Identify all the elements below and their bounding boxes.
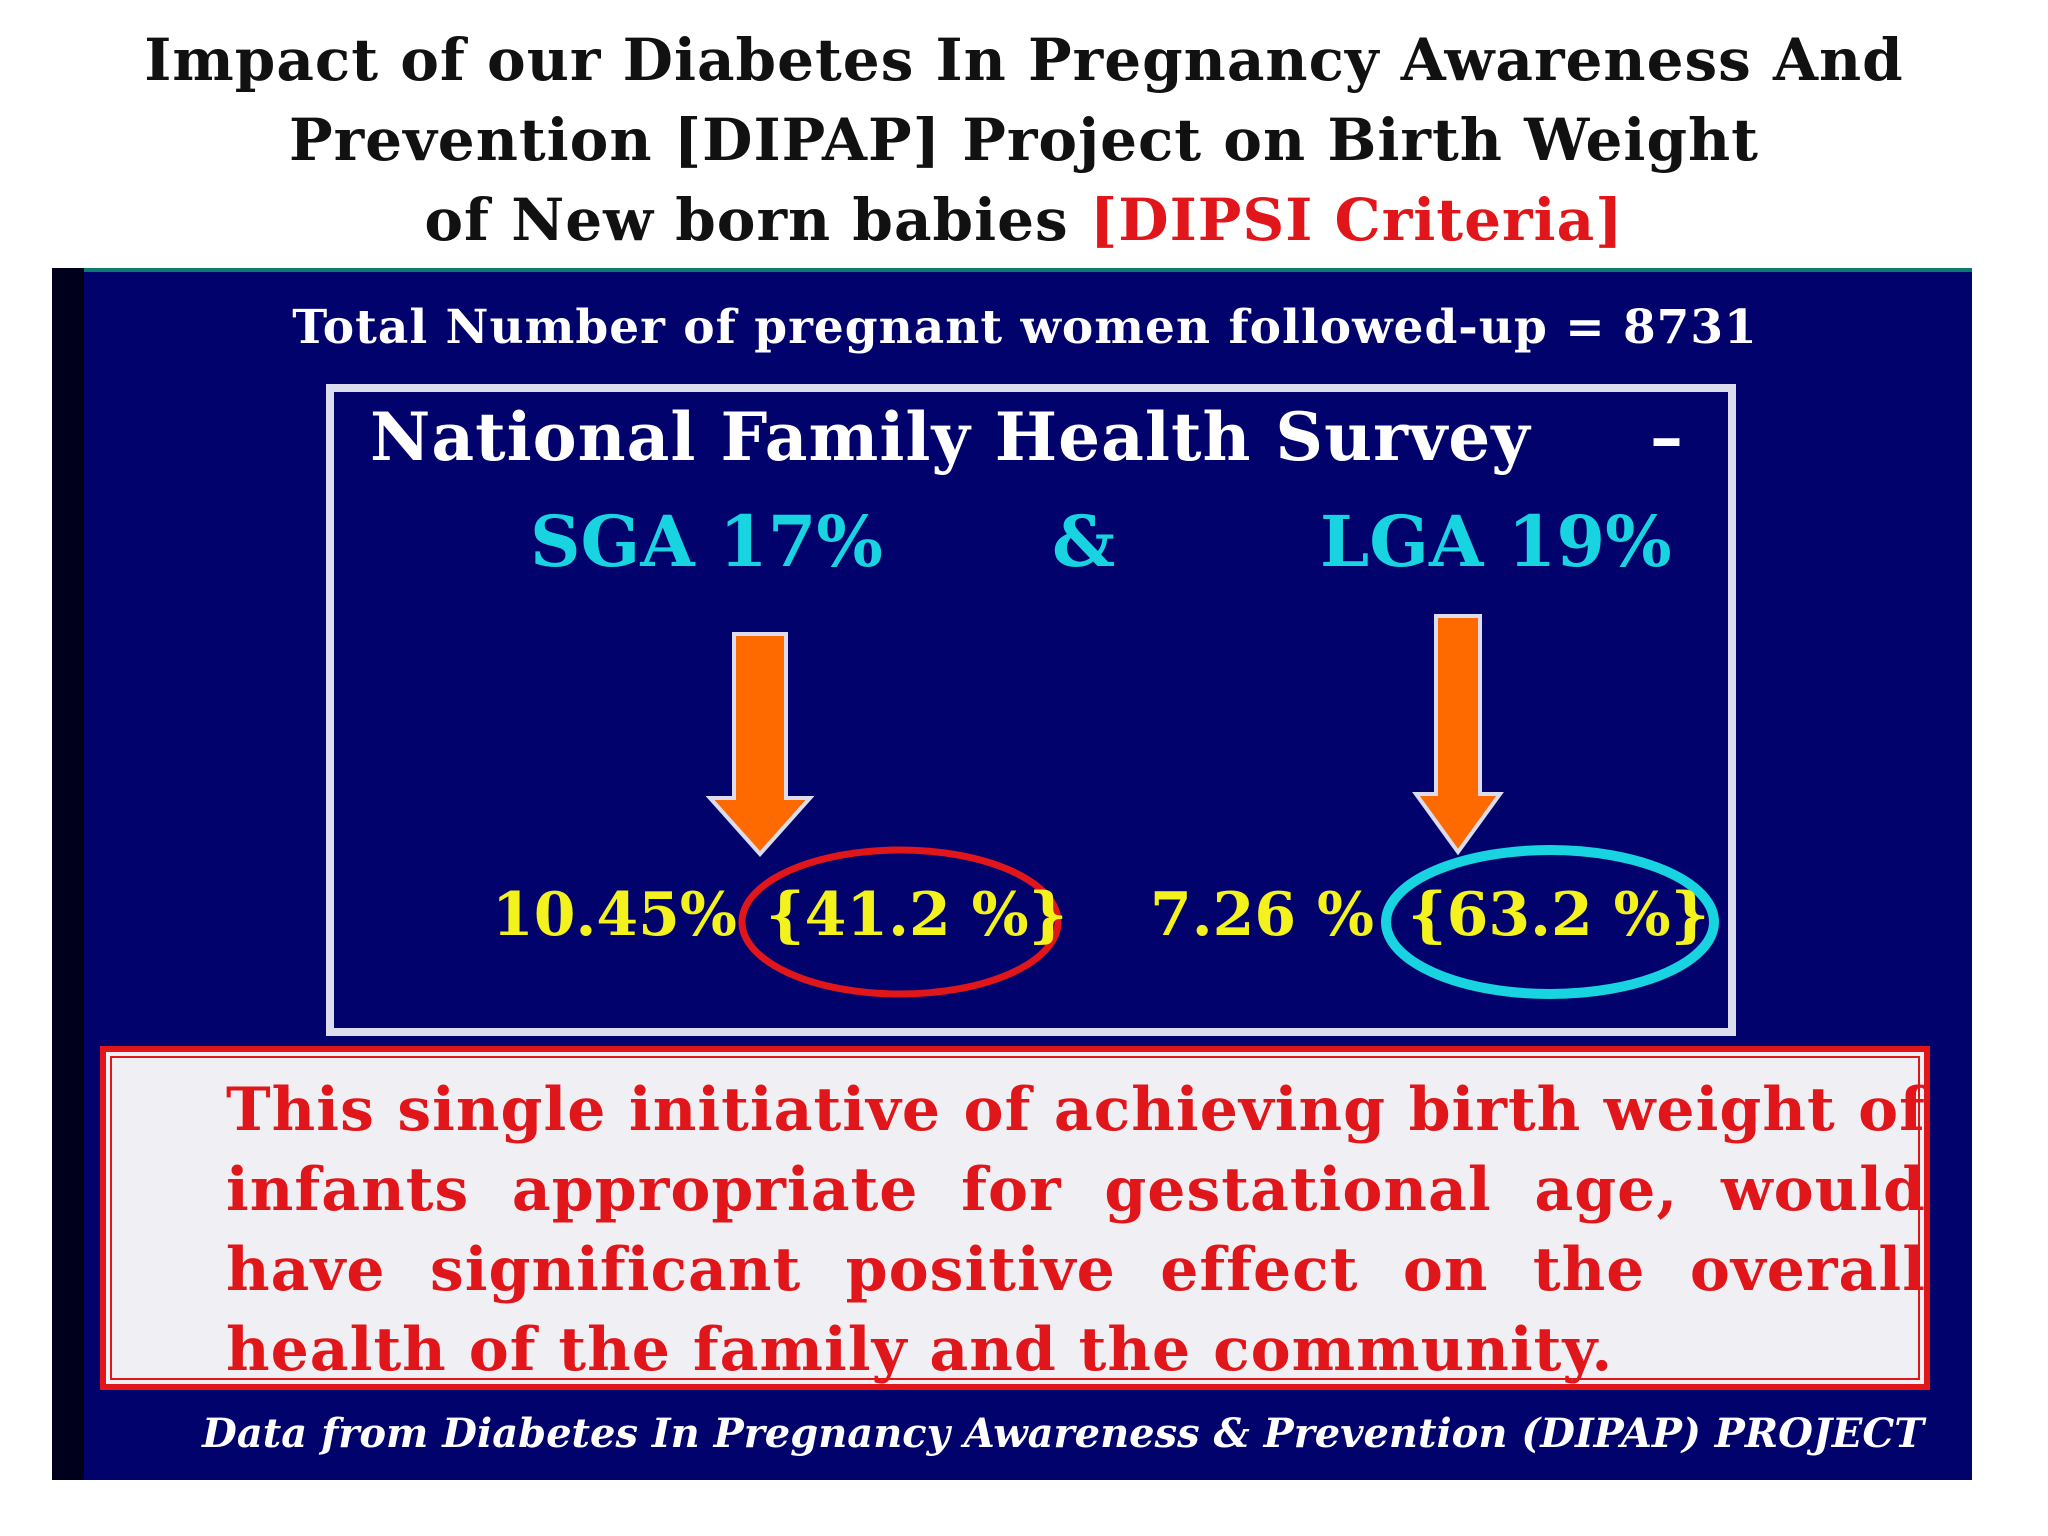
lga-result: 7.26 % <box>1150 880 1375 950</box>
source-footer: Data from Diabetes In Pregnancy Awarenes… <box>202 1410 1924 1457</box>
title-line-3: of New born babies [DIPSI Criteria] <box>0 180 2048 260</box>
message-text: This single initiative of achieving birt… <box>226 1075 1926 1385</box>
sga-label: SGA 17% <box>530 500 883 583</box>
title-line-3-text: of New born babies <box>424 186 1090 254</box>
dipsi-criteria-label: [DIPSI Criteria] <box>1089 186 1624 254</box>
sga-reduction: {41.2 %} <box>766 880 1068 950</box>
survey-box <box>326 384 1736 1036</box>
lga-highlight-ring <box>1381 845 1719 999</box>
title-line-1: Impact of our Diabetes In Pregnancy Awar… <box>144 26 1904 94</box>
sga-highlight-ring <box>738 846 1062 998</box>
message-box: This single initiative of achieving birt… <box>100 1046 1930 1390</box>
sga-result: 10.45% <box>492 880 737 950</box>
title-line-2: Prevention [DIPAP] Project on Birth Weig… <box>289 106 1759 174</box>
survey-title: National Family Health Survey <box>370 398 1531 476</box>
sga-down-arrow-icon <box>706 632 814 858</box>
total-followed-up: Total Number of pregnant women followed-… <box>292 300 1758 355</box>
lga-down-arrow-icon <box>1412 614 1504 856</box>
survey-dash: – <box>1650 398 1683 476</box>
ampersand: & <box>1052 500 1116 583</box>
slide-title: Impact of our Diabetes In Pregnancy Awar… <box>0 20 2048 260</box>
panel-left-bar <box>52 268 84 1480</box>
lga-reduction: {63.2 %} <box>1408 880 1710 950</box>
lga-label: LGA 19% <box>1320 500 1672 583</box>
